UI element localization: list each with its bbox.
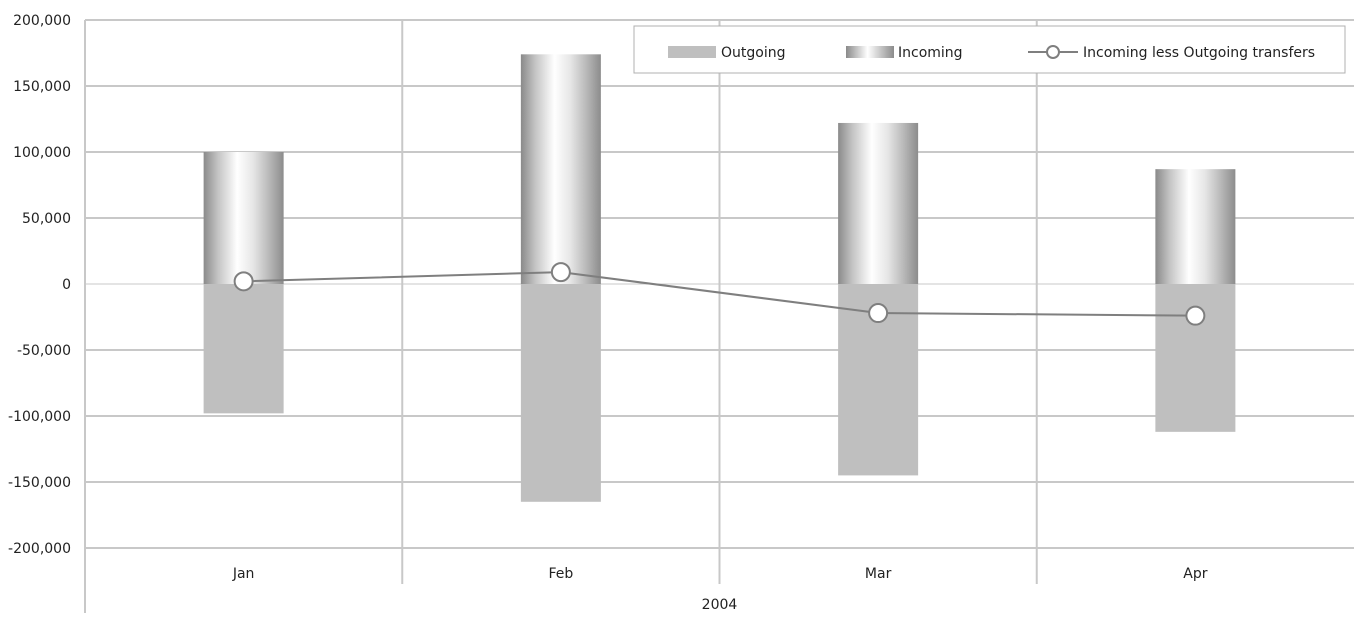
y-tick-label: 100,000: [13, 145, 71, 161]
x-tick-label: Jan: [232, 566, 255, 582]
net-point-apr: [1185, 305, 1206, 326]
y-tick-label: 150,000: [13, 79, 71, 95]
x-tick-label: Mar: [865, 566, 892, 582]
x-group-label: 2004: [702, 597, 738, 613]
legend-swatch-outgoing: [668, 46, 716, 58]
net-point-feb: [550, 262, 571, 283]
bar-incoming-feb: [520, 54, 601, 284]
legend-box: [633, 25, 1346, 74]
x-tick-label: Apr: [1183, 566, 1207, 582]
net-transfers-line: [243, 271, 1196, 317]
legend: Outgoing Incoming Incoming less Outgoing t…: [633, 25, 1346, 74]
legend-swatch-net-marker: [1046, 45, 1060, 59]
bar-incoming-mar: [838, 122, 919, 285]
y-tick-label: -150,000: [8, 475, 71, 491]
legend-label-incoming: Incoming: [898, 45, 963, 61]
y-tick-label: -50,000: [17, 343, 71, 359]
y-tick-label: 50,000: [22, 211, 71, 227]
y-tick-label: 200,000: [13, 13, 71, 29]
y-tick-label: 0: [62, 277, 71, 293]
y-tick-label: -200,000: [8, 541, 71, 557]
legend-swatch-incoming: [846, 46, 894, 58]
bar-incoming-apr: [1155, 169, 1236, 284]
legend-label-outgoing: Outgoing: [721, 45, 785, 61]
x-tick-label: Feb: [548, 566, 573, 582]
net-point-mar: [868, 303, 889, 324]
bar-outgoing-feb: [520, 284, 601, 502]
bar-outgoing-jan: [203, 284, 284, 414]
bar-incoming-jan: [203, 152, 284, 284]
net-point-jan: [233, 271, 254, 292]
y-tick-label: -100,000: [8, 409, 71, 425]
legend-label-net: Incoming less Outgoing transfers: [1083, 45, 1315, 61]
